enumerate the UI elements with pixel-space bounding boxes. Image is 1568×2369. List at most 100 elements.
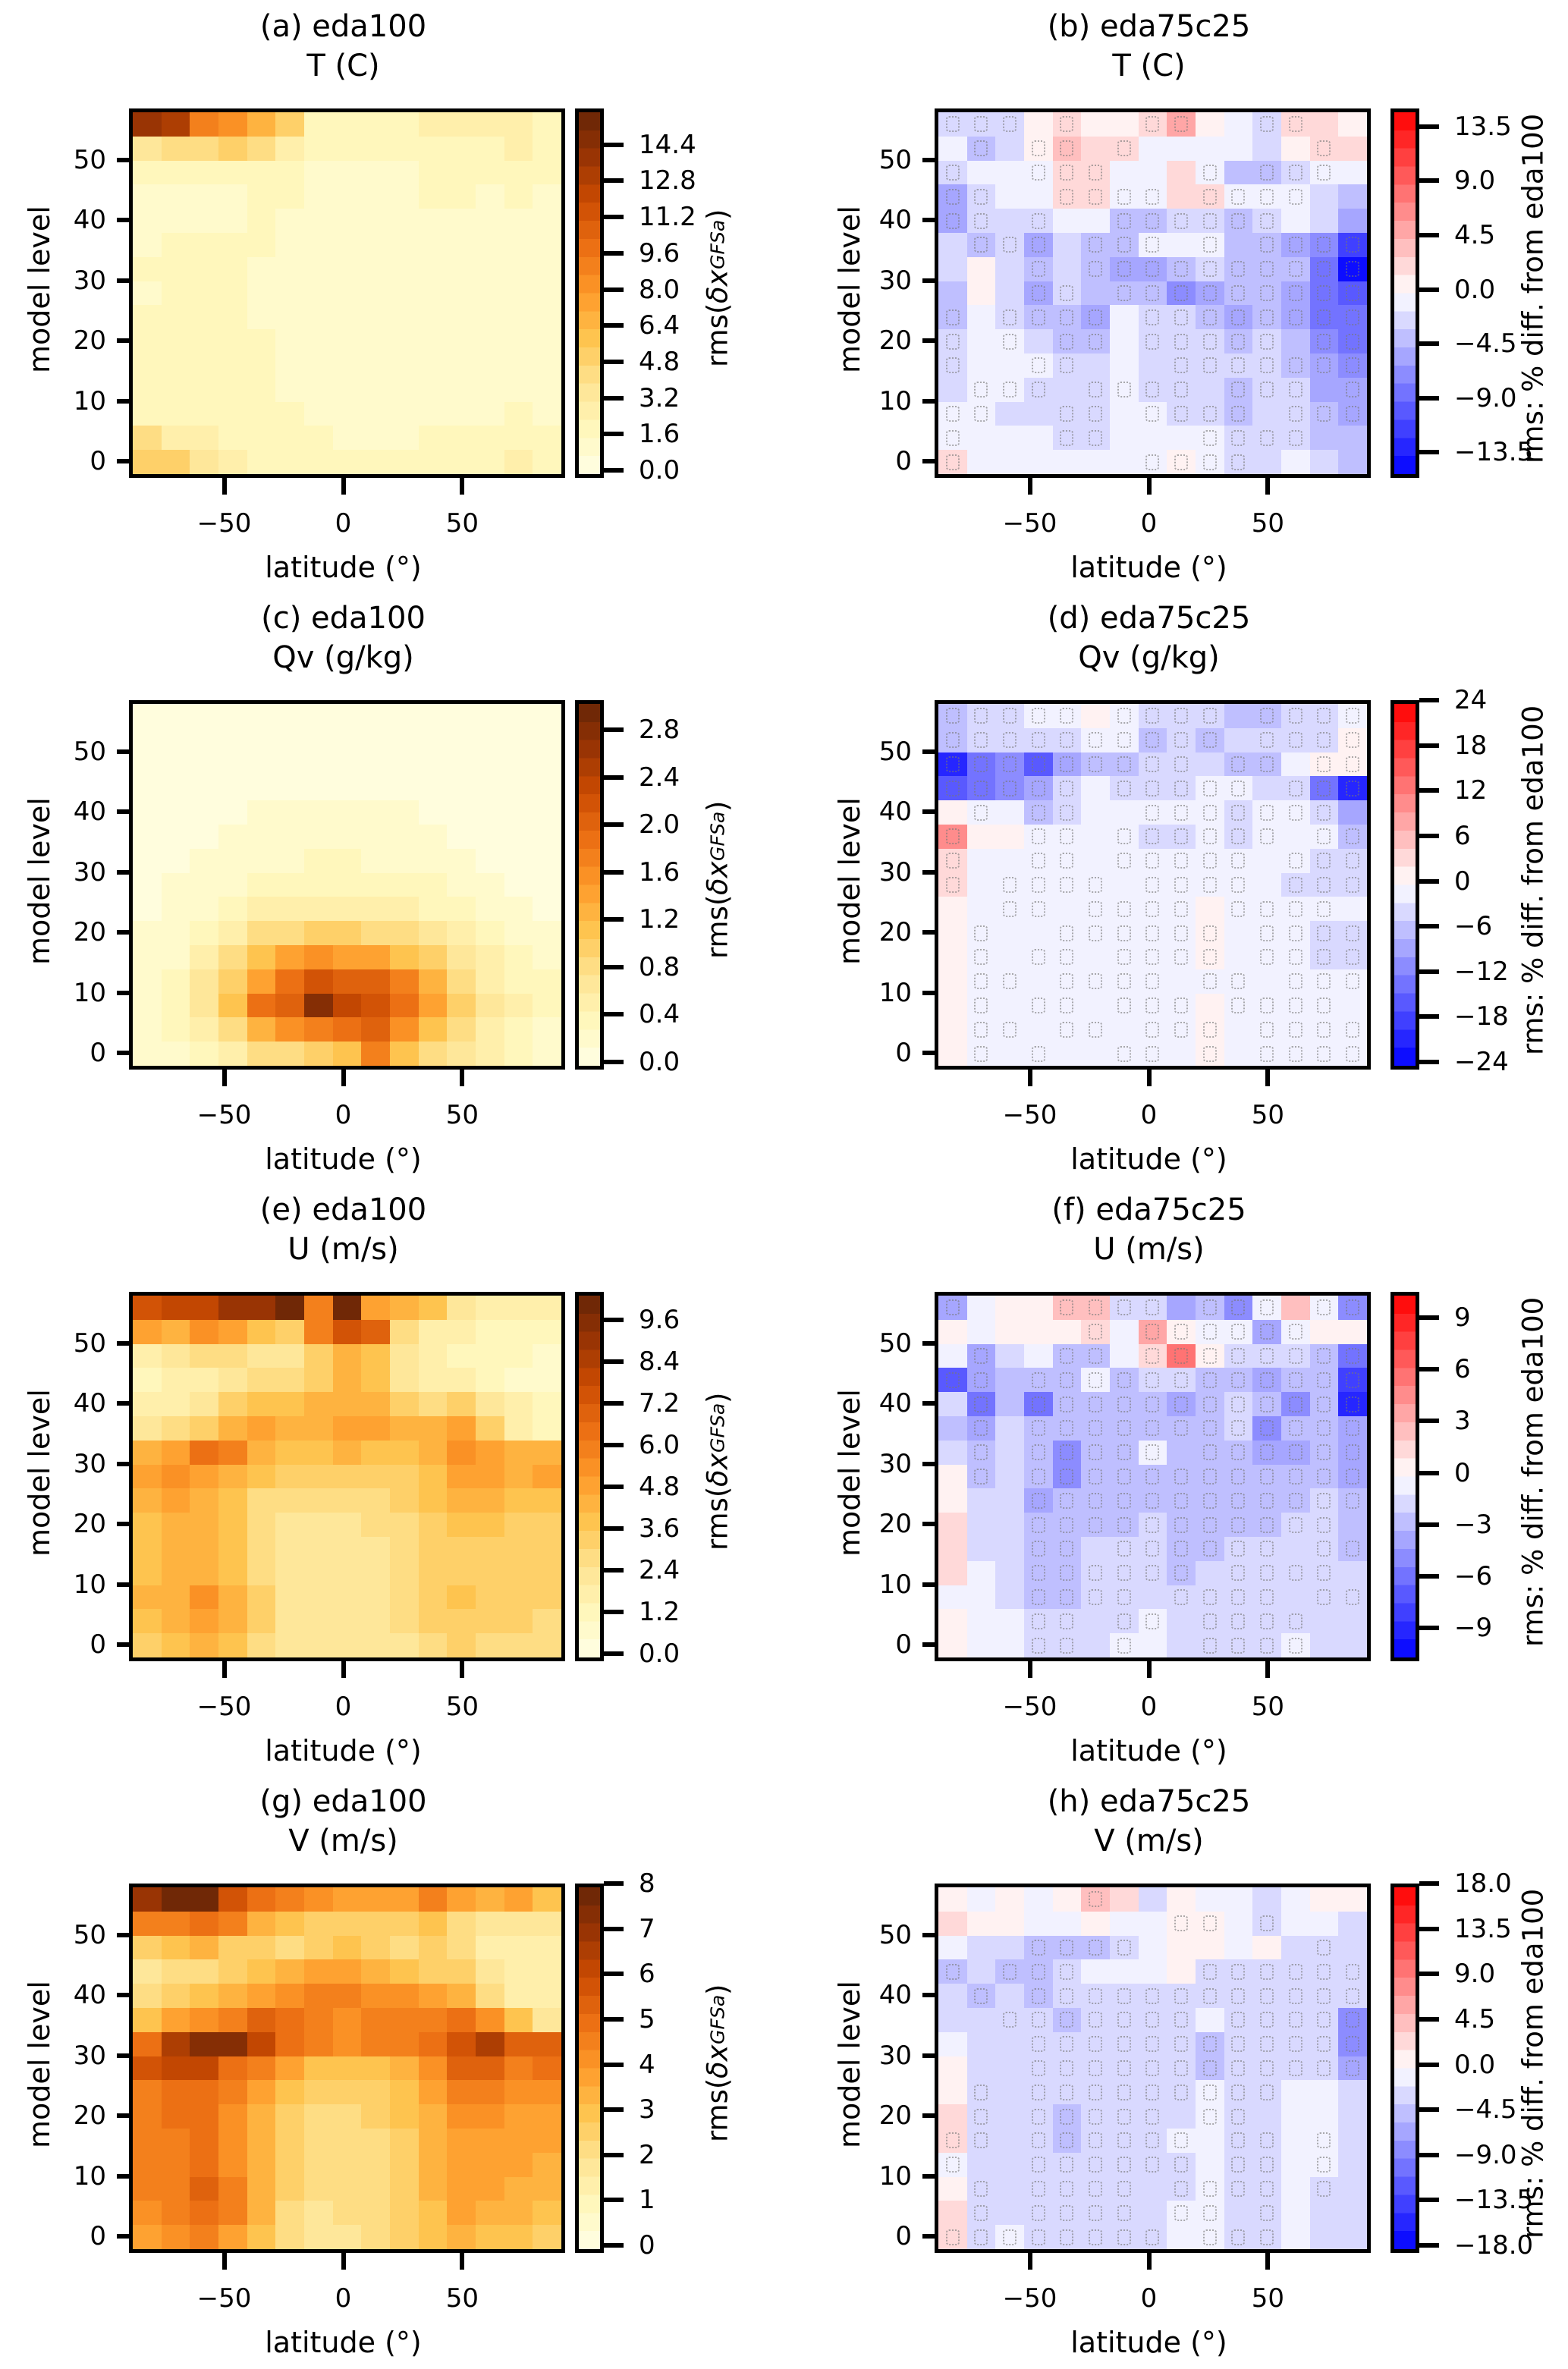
heatmap-cell (504, 209, 533, 233)
heatmap-cell (1196, 2176, 1224, 2201)
heatmap-cell (275, 1513, 304, 1537)
significance-marker (1346, 1299, 1360, 1316)
significance-marker (1174, 1021, 1189, 1038)
heatmap-cell (1196, 993, 1224, 1018)
x-tick-label: 50 (1251, 1692, 1285, 1722)
heatmap-cell (1224, 776, 1253, 801)
heatmap-cell (1081, 897, 1110, 922)
heatmap-cell (504, 329, 533, 353)
heatmap-cell (938, 1440, 967, 1465)
heatmap-cell (218, 1609, 247, 1634)
significance-marker (1031, 164, 1045, 181)
heatmap-cell (275, 1585, 304, 1610)
heatmap-cell (247, 281, 276, 306)
heatmap-cell (1281, 1319, 1310, 1344)
heatmap-cell (218, 1392, 247, 1416)
y-tick (922, 2173, 935, 2179)
heatmap-cell (161, 1935, 190, 1960)
heatmap-cell (533, 848, 561, 873)
heatmap-cell (938, 112, 967, 137)
significance-marker (1346, 1492, 1360, 1509)
heatmap-cell (1110, 401, 1139, 426)
colorbar-tick (604, 964, 624, 969)
significance-marker (1117, 853, 1131, 869)
colorbar-tick (604, 1525, 624, 1531)
heatmap-cell (966, 800, 996, 825)
y-tick-label: 40 (73, 796, 106, 828)
heatmap-cell (332, 921, 362, 945)
heatmap-cell (1110, 2152, 1139, 2177)
x-tick (460, 2253, 465, 2270)
significance-marker (1117, 2036, 1131, 2053)
heatmap-cell (1309, 1585, 1339, 1610)
heatmap-cell (1138, 329, 1167, 353)
heatmap-cell (533, 1560, 561, 1585)
significance-marker (1317, 900, 1331, 917)
heatmap-cell (504, 401, 533, 426)
heatmap-cell (1224, 2201, 1253, 2226)
panel-f: (f) eda75c25 U (m/s) model level latitud… (784, 1183, 1568, 1775)
y-tick-label: 0 (90, 446, 106, 477)
significance-marker (1031, 2060, 1045, 2076)
heatmap-cell (1052, 401, 1082, 426)
significance-marker (1089, 333, 1103, 350)
heatmap-cell (476, 897, 504, 922)
heatmap-cell (361, 1984, 390, 2008)
heatmap-cell (304, 993, 333, 1018)
x-tick-label: 50 (445, 1100, 479, 1130)
significance-marker (1317, 804, 1331, 821)
heatmap-cell (133, 969, 162, 994)
heatmap-cell (447, 1935, 476, 1960)
significance-marker (1174, 2084, 1189, 2100)
colorbar-tick (1419, 1367, 1439, 1372)
significance-marker (945, 405, 960, 422)
heatmap-cell (1252, 305, 1281, 330)
heatmap-cell (1224, 2176, 1253, 2201)
heatmap-cell (447, 401, 476, 426)
heatmap-cell (1081, 776, 1110, 801)
heatmap-cell (390, 184, 419, 209)
significance-marker (1231, 1299, 1246, 1316)
y-tick-label: 40 (73, 1980, 106, 2011)
significance-marker (1174, 780, 1189, 796)
heatmap-cell (332, 2056, 362, 2081)
heatmap-cell (1138, 1633, 1167, 1657)
heatmap-cell (190, 2007, 218, 2032)
heatmap-cell (418, 1887, 448, 1912)
heatmap-cell (447, 752, 476, 777)
heatmap-cell (418, 1392, 448, 1416)
heatmap-cell (190, 2104, 218, 2129)
colorbar-tick-label: 2 (639, 2139, 655, 2170)
panel-subtitle: Qv (g/kg) (1078, 640, 1220, 675)
heatmap-cell (218, 209, 247, 233)
y-tick-label: 30 (878, 1448, 912, 1479)
heatmap-cell (476, 1392, 504, 1416)
heatmap-cell (938, 727, 967, 752)
significance-marker (1117, 382, 1131, 398)
heatmap-cell (1196, 1560, 1224, 1585)
heatmap-cell (304, 1017, 333, 1042)
heatmap-cell (1110, 2225, 1139, 2249)
heatmap-cell (533, 1343, 561, 1368)
heatmap-cell (1081, 848, 1110, 873)
colorbar-tick-label: −9 (1454, 1612, 1493, 1643)
heatmap-cell (275, 2128, 304, 2153)
heatmap-cell (332, 1368, 362, 1393)
heatmap-cell (133, 1911, 162, 1936)
heatmap-cell (1196, 921, 1224, 945)
significance-marker (1145, 188, 1160, 205)
heatmap-cell (1224, 1440, 1253, 1465)
significance-marker (1317, 997, 1331, 1013)
heatmap-cell (447, 1984, 476, 2008)
significance-marker (1060, 284, 1074, 301)
colorbar-tick-label: 9.6 (639, 237, 680, 269)
y-tick (922, 990, 935, 995)
heatmap-cell (133, 1935, 162, 1960)
heatmap-cell (476, 184, 504, 209)
heatmap-cell (1138, 209, 1167, 233)
heatmap-cell (1167, 136, 1196, 161)
heatmap-cell (533, 1415, 561, 1441)
colorbar-tick (1419, 924, 1439, 929)
heatmap-cell (1138, 752, 1167, 777)
heatmap-cell (247, 969, 276, 994)
